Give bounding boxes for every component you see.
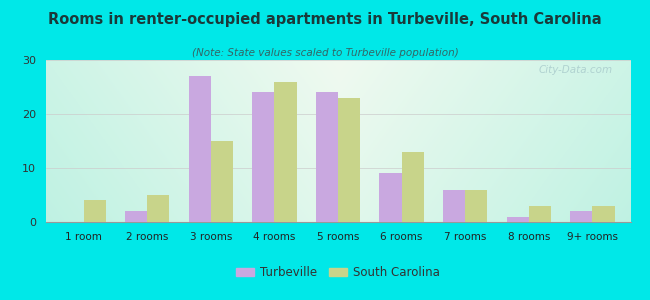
Bar <box>465 190 488 222</box>
Bar <box>125 211 148 222</box>
Text: Rooms in renter-occupied apartments in Turbeville, South Carolina: Rooms in renter-occupied apartments in T… <box>48 12 602 27</box>
Bar <box>211 141 233 222</box>
Bar <box>338 98 360 222</box>
Bar <box>506 217 528 222</box>
Bar <box>148 195 170 222</box>
Bar <box>592 206 615 222</box>
Bar <box>84 200 106 222</box>
Legend: Turbeville, South Carolina: Turbeville, South Carolina <box>232 262 444 284</box>
Text: City-Data.com: City-Data.com <box>539 65 613 75</box>
Text: (Note: State values scaled to Turbeville population): (Note: State values scaled to Turbeville… <box>192 48 458 58</box>
Bar <box>402 152 424 222</box>
Bar <box>316 92 338 222</box>
Bar <box>188 76 211 222</box>
Bar <box>274 82 296 222</box>
Bar <box>443 190 465 222</box>
Bar <box>570 211 592 222</box>
Bar <box>528 206 551 222</box>
Bar <box>380 173 402 222</box>
Bar <box>252 92 274 222</box>
